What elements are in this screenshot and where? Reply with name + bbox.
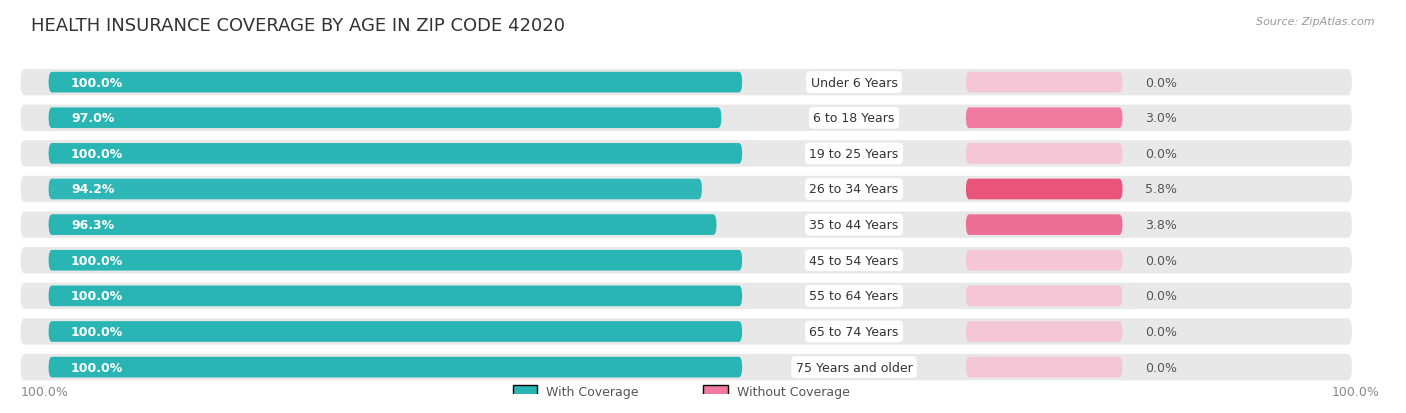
Text: 65 to 74 Years: 65 to 74 Years	[810, 325, 898, 338]
Text: 94.2%: 94.2%	[70, 183, 114, 196]
Text: 5.8%: 5.8%	[1144, 183, 1177, 196]
Text: 97.0%: 97.0%	[70, 112, 114, 125]
Text: 100.0%: 100.0%	[70, 147, 124, 161]
Text: 100.0%: 100.0%	[21, 385, 69, 398]
FancyBboxPatch shape	[966, 215, 1122, 235]
Text: 100.0%: 100.0%	[70, 361, 124, 374]
FancyBboxPatch shape	[49, 73, 742, 93]
Text: 100.0%: 100.0%	[70, 325, 124, 338]
Text: 100.0%: 100.0%	[70, 76, 124, 89]
Text: 55 to 64 Years: 55 to 64 Years	[810, 290, 898, 303]
FancyBboxPatch shape	[49, 321, 742, 342]
Text: 3.0%: 3.0%	[1144, 112, 1177, 125]
FancyBboxPatch shape	[49, 179, 702, 200]
FancyBboxPatch shape	[21, 141, 1351, 167]
Text: 96.3%: 96.3%	[70, 218, 114, 232]
FancyBboxPatch shape	[966, 250, 1122, 271]
Text: 3.8%: 3.8%	[1144, 218, 1177, 232]
FancyBboxPatch shape	[49, 357, 742, 377]
Text: 0.0%: 0.0%	[1144, 76, 1177, 89]
Text: 26 to 34 Years: 26 to 34 Years	[810, 183, 898, 196]
Text: 0.0%: 0.0%	[1144, 254, 1177, 267]
FancyBboxPatch shape	[966, 73, 1122, 93]
FancyBboxPatch shape	[966, 179, 1122, 200]
FancyBboxPatch shape	[966, 286, 1122, 306]
FancyBboxPatch shape	[966, 357, 1122, 377]
FancyBboxPatch shape	[21, 70, 1351, 96]
Text: 35 to 44 Years: 35 to 44 Years	[810, 218, 898, 232]
FancyBboxPatch shape	[513, 385, 537, 398]
Text: 45 to 54 Years: 45 to 54 Years	[810, 254, 898, 267]
Text: 100.0%: 100.0%	[70, 254, 124, 267]
Text: 19 to 25 Years: 19 to 25 Years	[810, 147, 898, 161]
Text: 0.0%: 0.0%	[1144, 290, 1177, 303]
Text: Without Coverage: Without Coverage	[737, 385, 849, 398]
Text: HEALTH INSURANCE COVERAGE BY AGE IN ZIP CODE 42020: HEALTH INSURANCE COVERAGE BY AGE IN ZIP …	[31, 17, 565, 34]
FancyBboxPatch shape	[21, 318, 1351, 345]
Text: With Coverage: With Coverage	[547, 385, 638, 398]
Text: 0.0%: 0.0%	[1144, 147, 1177, 161]
Text: Source: ZipAtlas.com: Source: ZipAtlas.com	[1257, 17, 1375, 26]
FancyBboxPatch shape	[49, 108, 721, 129]
Text: 0.0%: 0.0%	[1144, 361, 1177, 374]
FancyBboxPatch shape	[21, 247, 1351, 274]
Text: 75 Years and older: 75 Years and older	[796, 361, 912, 374]
FancyBboxPatch shape	[49, 215, 717, 235]
FancyBboxPatch shape	[966, 321, 1122, 342]
FancyBboxPatch shape	[21, 354, 1351, 380]
FancyBboxPatch shape	[21, 283, 1351, 309]
FancyBboxPatch shape	[49, 286, 742, 306]
Text: Under 6 Years: Under 6 Years	[811, 76, 897, 89]
FancyBboxPatch shape	[21, 176, 1351, 203]
Text: 0.0%: 0.0%	[1144, 325, 1177, 338]
FancyBboxPatch shape	[966, 108, 1122, 129]
FancyBboxPatch shape	[21, 105, 1351, 132]
Text: 100.0%: 100.0%	[70, 290, 124, 303]
FancyBboxPatch shape	[966, 144, 1122, 164]
Text: 6 to 18 Years: 6 to 18 Years	[813, 112, 894, 125]
FancyBboxPatch shape	[49, 250, 742, 271]
Text: 100.0%: 100.0%	[1331, 385, 1379, 398]
FancyBboxPatch shape	[49, 144, 742, 164]
FancyBboxPatch shape	[703, 385, 728, 398]
FancyBboxPatch shape	[21, 212, 1351, 238]
